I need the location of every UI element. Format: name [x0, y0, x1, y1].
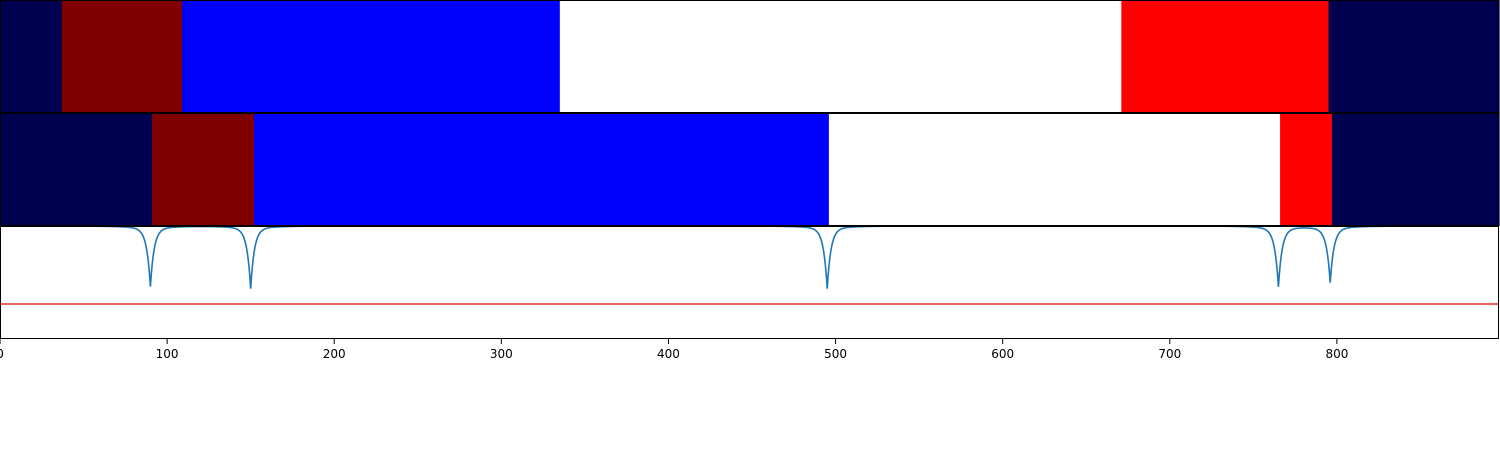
x-tick-label: 800 [1325, 347, 1348, 361]
segmentation-row-top [0, 0, 1500, 113]
x-tick-label: 600 [991, 347, 1014, 361]
segment-row1-1 [0, 0, 63, 113]
panel-frame-3 [0, 226, 1499, 339]
segment-row2-1 [0, 113, 153, 226]
segment-row1-2 [61, 0, 183, 113]
segment-row2-2 [152, 113, 255, 226]
x-tick-label: 700 [1158, 347, 1181, 361]
segment-row2-6 [1331, 113, 1500, 226]
x-tick-label: 200 [323, 347, 346, 361]
x-axis: 0 100 200 300 400 500 600 700 800 [0, 339, 1348, 361]
x-tick-label: 400 [657, 347, 680, 361]
x-tick-label: 0 [0, 347, 4, 361]
segment-row2-4 [828, 113, 1281, 226]
boundary-score-panel [0, 225, 1499, 305]
segment-row1-3 [182, 0, 561, 113]
segment-row1-5 [1121, 0, 1330, 113]
segment-row2-5 [1280, 113, 1333, 226]
segmentation-row-bottom [0, 113, 1500, 226]
boundary-score-curve [53, 225, 1499, 289]
panel-frames [0, 0, 1499, 339]
segment-row2-3 [254, 113, 830, 226]
x-tick-label: 300 [490, 347, 513, 361]
segment-row1-6 [1328, 0, 1500, 113]
panel-frame-1 [0, 0, 1499, 113]
x-tick-label: 500 [824, 347, 847, 361]
segment-row1-4 [559, 0, 1122, 113]
panel-frame-2 [0, 113, 1499, 226]
x-tick-label: 100 [156, 347, 179, 361]
